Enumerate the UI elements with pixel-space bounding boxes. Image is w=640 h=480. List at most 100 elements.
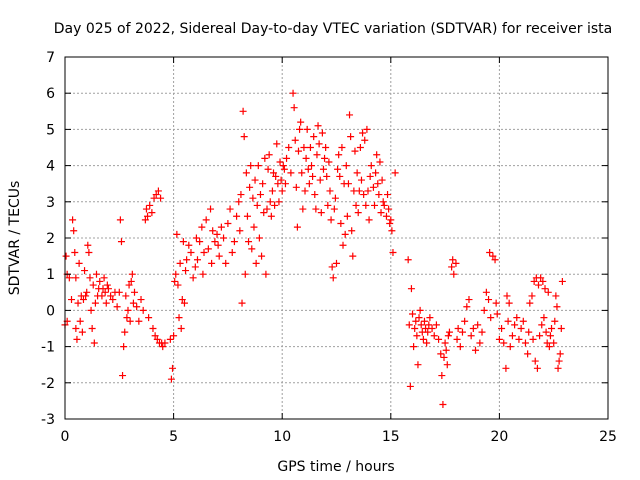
y-tick-label: 5 — [46, 122, 55, 138]
data-point — [385, 205, 393, 213]
data-point — [420, 317, 428, 325]
data-point — [242, 169, 250, 177]
data-point — [224, 220, 232, 228]
data-point — [161, 339, 169, 347]
data-point — [440, 353, 448, 361]
data-point — [454, 325, 462, 332]
data-point — [558, 277, 566, 285]
data-point — [200, 248, 208, 256]
data-point — [546, 332, 554, 340]
data-point — [291, 136, 299, 144]
data-point — [380, 201, 388, 209]
data-point — [141, 216, 149, 224]
data-point — [327, 216, 335, 224]
data-point — [517, 325, 525, 332]
data-point — [444, 332, 452, 340]
y-tick-label: -1 — [41, 340, 55, 356]
data-point — [486, 248, 494, 256]
data-point — [541, 285, 549, 293]
data-point — [248, 245, 256, 253]
data-point — [86, 274, 94, 282]
data-point — [526, 299, 534, 307]
data-point — [361, 136, 369, 144]
data-point — [348, 227, 356, 235]
data-point — [301, 187, 309, 195]
data-point — [233, 212, 241, 220]
x-tick-label: 0 — [61, 429, 70, 445]
y-tick-label: 2 — [46, 231, 55, 247]
data-point — [323, 172, 331, 180]
data-point — [336, 172, 344, 180]
data-point — [557, 325, 565, 332]
data-point — [123, 314, 131, 322]
data-point — [456, 343, 464, 351]
data-point — [321, 154, 329, 162]
data-point — [513, 314, 521, 322]
data-point — [498, 325, 506, 332]
data-point — [222, 259, 230, 267]
data-point — [344, 180, 352, 188]
data-point — [534, 281, 542, 289]
data-point — [237, 191, 245, 199]
data-point — [445, 328, 453, 336]
data-point — [406, 382, 414, 390]
data-point — [424, 328, 432, 336]
data-point — [503, 292, 511, 300]
data-point — [371, 201, 379, 209]
data-point — [428, 325, 436, 332]
data-point — [226, 205, 234, 213]
data-point — [104, 285, 112, 293]
data-point — [300, 144, 308, 151]
data-point — [129, 299, 137, 307]
data-point — [196, 238, 204, 246]
data-point — [217, 223, 225, 231]
data-point — [542, 328, 550, 336]
data-point — [346, 111, 354, 119]
data-point — [540, 314, 548, 322]
data-point — [359, 129, 367, 137]
data-point — [208, 259, 216, 267]
data-point — [465, 296, 473, 304]
data-point — [263, 205, 271, 213]
data-point — [525, 328, 533, 336]
data-point — [521, 339, 529, 347]
data-point — [500, 339, 508, 347]
data-point — [127, 277, 135, 285]
data-point — [374, 180, 382, 188]
data-point — [352, 201, 360, 209]
data-point — [492, 299, 500, 307]
data-point — [199, 270, 207, 278]
data-point — [417, 321, 425, 329]
data-point — [204, 245, 212, 253]
data-point — [154, 187, 162, 195]
y-tick-label: 7 — [46, 50, 55, 66]
y-tick-label: -3 — [41, 412, 55, 428]
data-point — [125, 281, 133, 289]
data-point — [379, 198, 387, 206]
data-point — [290, 104, 298, 112]
data-point — [463, 303, 471, 311]
data-point — [252, 259, 260, 267]
data-point — [545, 343, 553, 351]
data-point — [493, 310, 501, 318]
data-point — [256, 191, 264, 199]
data-point — [537, 274, 545, 282]
data-point — [312, 205, 320, 213]
data-point — [265, 151, 273, 159]
data-point — [343, 212, 351, 220]
data-point — [198, 223, 206, 231]
data-point — [439, 401, 447, 409]
data-point — [367, 162, 375, 170]
data-point — [72, 274, 80, 282]
data-point — [435, 335, 443, 343]
grid — [65, 57, 608, 419]
data-point — [179, 238, 187, 246]
data-point — [515, 335, 523, 343]
data-point — [373, 151, 381, 159]
data-point — [474, 321, 482, 329]
data-point — [191, 263, 199, 271]
data-point — [230, 238, 238, 246]
data-point — [281, 180, 289, 188]
x-tick-label: 10 — [273, 429, 291, 445]
